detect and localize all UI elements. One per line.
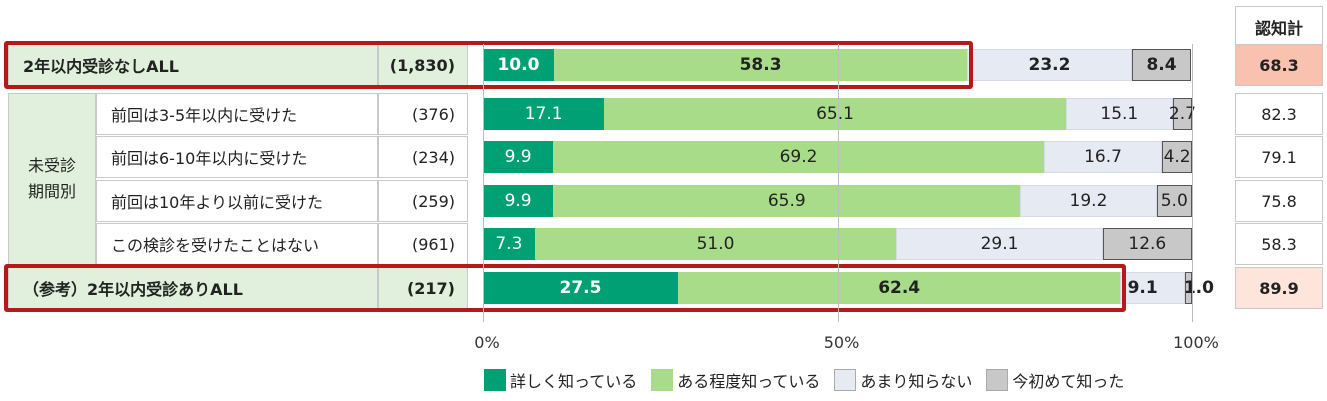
- data-label: 65.9: [767, 191, 806, 211]
- bar-segment: [677, 272, 1121, 304]
- data-label: 1.0: [1183, 278, 1214, 298]
- x-tick-label: 0%: [474, 333, 500, 352]
- data-label: 7.3: [495, 234, 523, 254]
- data-label: 12.6: [1128, 234, 1167, 254]
- bar-segment: [553, 49, 968, 81]
- data-label: 4.2: [1163, 147, 1191, 167]
- group-label: 未受診 期間別: [8, 93, 96, 265]
- bar-segment: [967, 49, 1132, 81]
- data-label: 16.7: [1084, 147, 1122, 167]
- awareness-value: 75.8: [1235, 180, 1323, 222]
- legend-label: あまり知らない: [860, 372, 973, 391]
- data-label: 2.7: [1168, 104, 1196, 124]
- data-label: 19.2: [1069, 191, 1108, 211]
- data-label: 9.9: [504, 147, 532, 167]
- row-label: 2年以内受診なしALL: [8, 44, 378, 86]
- row-n: (376): [378, 93, 468, 135]
- data-label: 29.1: [980, 234, 1019, 254]
- bar-segment: [1102, 228, 1192, 260]
- bar-segment: [604, 98, 1066, 130]
- legend-swatch: [484, 369, 506, 391]
- bar-segment: [483, 228, 535, 260]
- bar-segment: [1043, 141, 1163, 173]
- bar-segment: [896, 228, 1103, 260]
- data-label: 17.1: [524, 104, 563, 124]
- legend-item: ある程度知っている: [651, 368, 820, 392]
- data-label: 27.5: [559, 278, 602, 298]
- bar-segment: [553, 141, 1044, 173]
- row-label: 前回は10年より以前に受けた: [96, 180, 378, 222]
- row-n: (961): [378, 223, 468, 265]
- row-n: (217): [378, 267, 468, 309]
- bar-segment: [483, 185, 554, 217]
- bar-segment: [1120, 272, 1185, 304]
- data-label: 62.4: [878, 278, 921, 298]
- row-n: (1,830): [378, 44, 468, 86]
- bar-segment: [553, 185, 1021, 217]
- bar-segment: [483, 49, 554, 81]
- awareness-value: 79.1: [1235, 136, 1323, 178]
- row-n: (234): [378, 136, 468, 178]
- bar-segment: [534, 228, 897, 260]
- gridline: [837, 44, 839, 322]
- bar-segment: [1020, 185, 1157, 217]
- legend-label: ある程度知っている: [677, 372, 821, 391]
- legend-swatch: [834, 369, 857, 391]
- awareness-value: 89.9: [1235, 267, 1323, 309]
- bar-segment: [1162, 141, 1192, 173]
- data-label: 9.9: [504, 191, 532, 211]
- legend-item: 詳しく知っている: [484, 368, 637, 392]
- legend-label: 詳しく知っている: [510, 372, 638, 391]
- row-n: (259): [378, 180, 468, 222]
- row-label: この検診を受けたことはない: [96, 223, 378, 265]
- legend: 詳しく知っている ある程度知っている あまり知らない 今初めて知った: [484, 368, 1138, 392]
- data-label: 9.1: [1127, 278, 1158, 298]
- data-label: 65.1: [816, 104, 854, 124]
- legend-label: 今初めて知った: [1012, 372, 1125, 391]
- awareness-value: 68.3: [1235, 44, 1323, 86]
- gridline: [483, 44, 484, 322]
- data-label: 51.0: [696, 234, 735, 254]
- data-label: 10.0: [497, 55, 540, 75]
- legend-item: 今初めて知った: [986, 368, 1124, 392]
- bar-segment: [1184, 272, 1192, 304]
- x-tick-label: 50%: [823, 333, 860, 352]
- bar-segment: [1065, 98, 1173, 130]
- x-tick-label: 100%: [1173, 333, 1219, 352]
- data-label: 23.2: [1028, 55, 1071, 75]
- awareness-value: 82.3: [1235, 93, 1323, 135]
- bar-segment: [1172, 98, 1192, 130]
- data-label: 8.4: [1146, 55, 1177, 75]
- row-label: （参考）2年以内受診ありALL: [8, 267, 378, 309]
- gridline: [1192, 44, 1193, 322]
- row-label: 前回は6-10年以内に受けた: [96, 136, 378, 178]
- data-label: 15.1: [1100, 104, 1139, 124]
- bar-segment: [483, 272, 678, 304]
- data-label: 5.0: [1160, 191, 1188, 211]
- legend-item: あまり知らない: [834, 368, 972, 392]
- data-label: 58.3: [739, 55, 782, 75]
- awareness-header: 認知計: [1235, 6, 1323, 48]
- legend-swatch: [651, 369, 674, 391]
- bar-segment: [1131, 49, 1192, 81]
- legend-swatch: [986, 369, 1009, 391]
- bar-segment: [483, 141, 554, 173]
- data-label: 69.2: [779, 147, 818, 167]
- row-label: 前回は3-5年以内に受けた: [96, 93, 378, 135]
- awareness-value: 58.3: [1235, 223, 1323, 265]
- bar-segment: [483, 98, 605, 130]
- bar-segment: [1156, 185, 1192, 217]
